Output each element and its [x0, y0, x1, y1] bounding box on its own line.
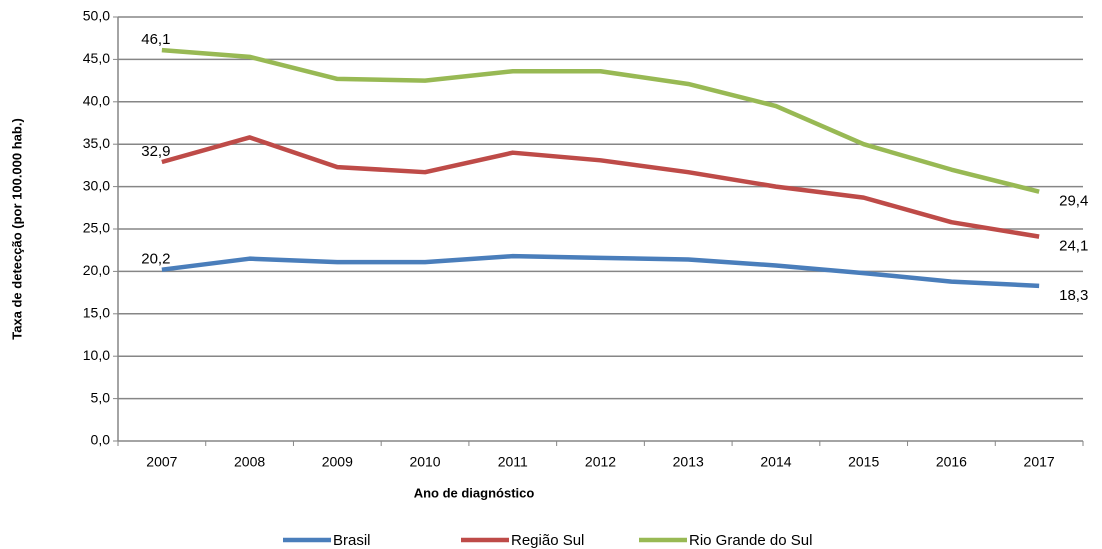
- x-tick-label: 2014: [760, 454, 791, 470]
- data-label: 32,9: [141, 143, 170, 160]
- x-tick-label: 2011: [498, 454, 528, 470]
- data-label: 46,1: [141, 31, 170, 48]
- y-tick-label: 25,0: [83, 220, 110, 236]
- data-label: 18,3: [1059, 287, 1088, 304]
- y-tick-label: 0,0: [91, 432, 111, 448]
- x-tick-label: 2010: [409, 454, 440, 470]
- y-tick-label: 30,0: [83, 177, 110, 193]
- x-tick-label: 2007: [146, 454, 177, 470]
- y-tick-label: 50,0: [83, 8, 110, 24]
- x-tick-label: 2009: [322, 454, 353, 470]
- y-tick-label: 35,0: [83, 135, 110, 151]
- series-line: [161, 253, 1040, 289]
- y-axis-title: Taxa de detecção (por 100.000 hab.): [9, 118, 24, 340]
- y-tick-label: 15,0: [83, 305, 110, 321]
- data-label: 29,4: [1059, 193, 1088, 210]
- x-tick-label: 2013: [673, 454, 704, 470]
- y-tick-label: 5,0: [91, 389, 111, 405]
- x-tick-label: 2015: [848, 454, 879, 470]
- y-tick-label: 20,0: [83, 262, 110, 278]
- x-tick-label: 2017: [1024, 454, 1055, 470]
- series-line: [161, 135, 1040, 239]
- x-axis-title: Ano de diagnóstico: [414, 485, 535, 500]
- legend-label: Rio Grande do Sul: [689, 532, 812, 549]
- y-tick-label: 40,0: [83, 93, 110, 109]
- data-label: 20,2: [141, 251, 170, 268]
- y-tick-label: 10,0: [83, 347, 110, 363]
- x-tick-label: 2008: [234, 454, 265, 470]
- data-label: 24,1: [1059, 238, 1088, 255]
- legend-label: Região Sul: [511, 532, 584, 549]
- legend-label: Brasil: [333, 532, 371, 549]
- x-tick-label: 2012: [585, 454, 616, 470]
- x-tick-label: 2016: [936, 454, 967, 470]
- series-line: [161, 47, 1040, 194]
- y-tick-label: 45,0: [83, 50, 110, 66]
